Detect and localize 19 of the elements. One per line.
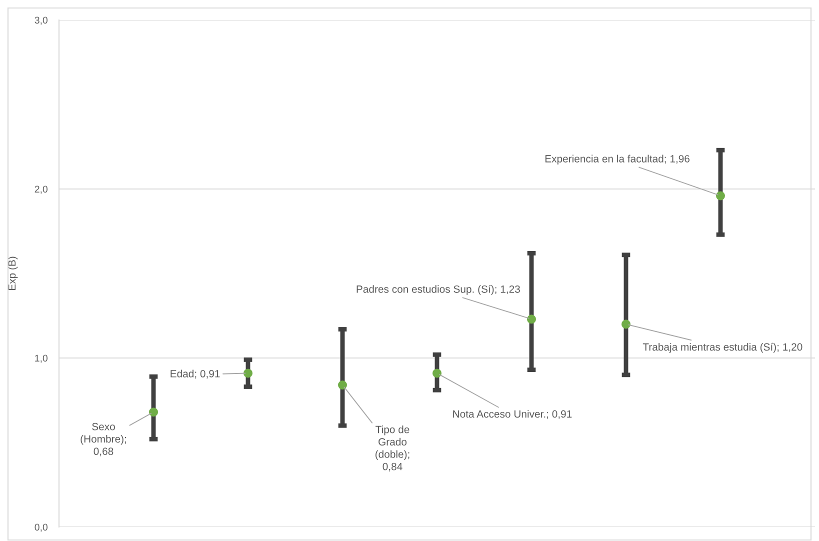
point [526,314,536,324]
point [338,380,348,390]
data-label: Sexo (Hombre); 0,68 [80,422,126,456]
point [716,191,726,200]
data-label: Experiencia en la facultad; 1,96 [545,154,690,165]
data-label: Padres con estudios Sup. (Sí); 1,23 [356,285,520,295]
y-tick-label: 1,0 [35,354,48,363]
y-tick-label: 0,0 [34,524,48,532]
data-label: Tipo de Grado (doble); 0,84 [375,426,410,472]
y-tick-label: 2,0 [34,186,48,194]
point [243,368,253,378]
data-label: Edad; 0,91 [170,370,220,379]
point [148,408,158,417]
point [621,320,631,329]
data-label: Nota Acceso Univer.; 0,91 [453,410,572,419]
point [432,368,442,378]
data-label: Trabaja mientras estudia (Sí); 1,20 [642,342,802,353]
y-axis-title: Exp (B) [8,256,18,290]
y-tick-label: 3,0 [34,16,48,25]
